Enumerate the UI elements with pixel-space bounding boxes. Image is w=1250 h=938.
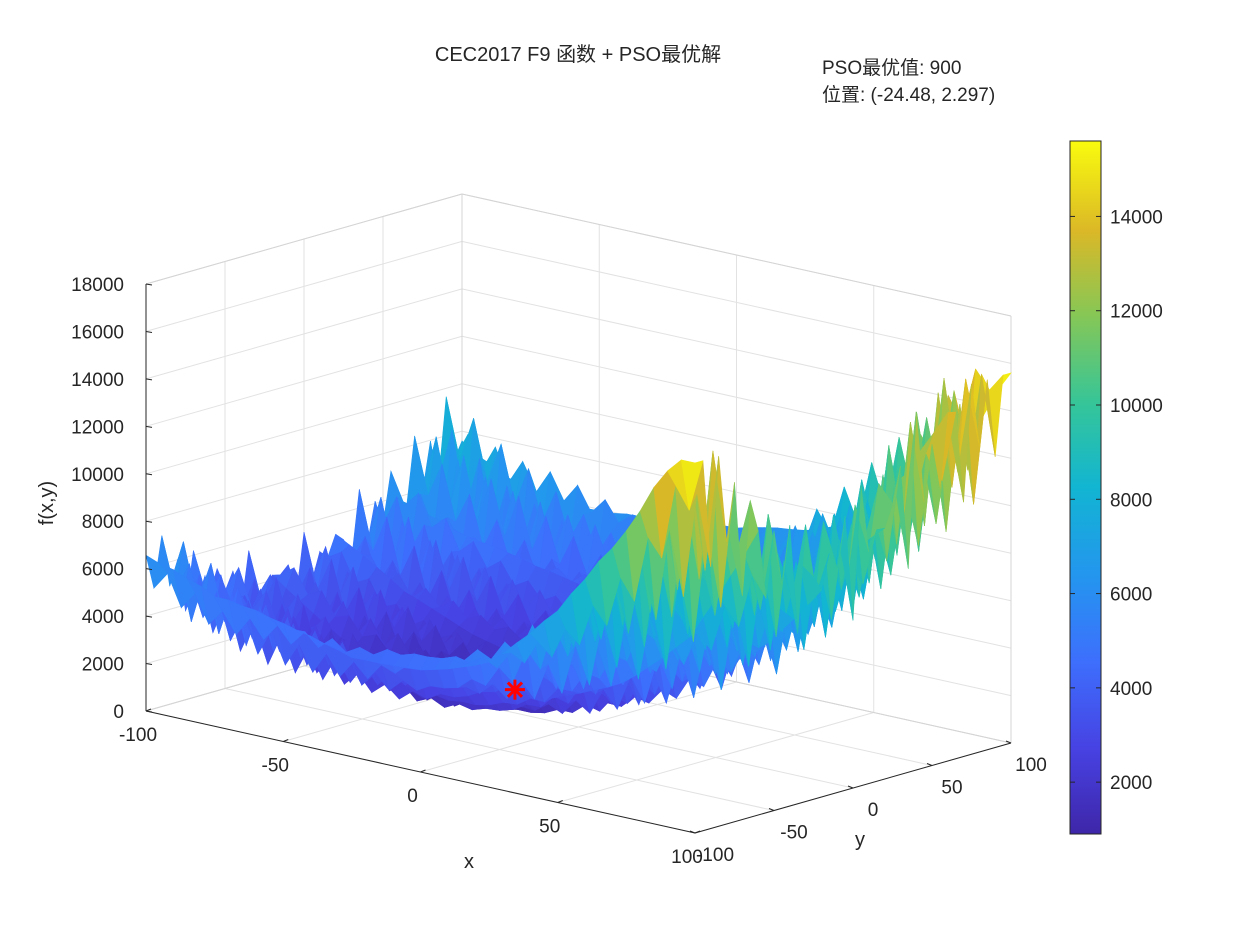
- z-tick: [145, 283, 153, 286]
- grid-line: [145, 240, 1012, 364]
- x-tick: [283, 739, 289, 742]
- z-tick-label: 4000: [82, 607, 124, 628]
- axes-front: -100-50050100-100-5005010002000400060008…: [71, 275, 1047, 868]
- surface-patch: [680, 459, 704, 511]
- z-tick: [145, 710, 153, 713]
- x-tick-label: 0: [407, 786, 418, 807]
- z-tick: [145, 378, 153, 381]
- y-tick-label: -100: [696, 845, 734, 866]
- z-tick: [145, 663, 153, 666]
- x-axis-label: x: [464, 851, 474, 873]
- grid-line: [145, 193, 1012, 317]
- z-tick-label: 16000: [71, 322, 124, 343]
- y-tick: [1005, 740, 1012, 744]
- z-tick-label: 18000: [71, 275, 124, 296]
- colorbar-tick-label: 12000: [1110, 302, 1163, 323]
- y-axis-label: y: [855, 829, 865, 851]
- colorbar-tick-label: 2000: [1110, 773, 1152, 794]
- y-tick: [689, 830, 696, 834]
- colorbar-tick-label: 10000: [1110, 396, 1163, 417]
- y-tick-label: 0: [868, 800, 879, 821]
- z-tick: [145, 520, 153, 523]
- y-tick: [926, 763, 933, 766]
- surface-patch: [981, 374, 1004, 457]
- box-edge: [461, 193, 1012, 317]
- y-tick-label: 50: [941, 778, 962, 799]
- z-tick-label: 0: [113, 702, 124, 723]
- grid-line: [224, 688, 775, 811]
- z-tick: [145, 330, 153, 333]
- x-tick: [694, 830, 701, 834]
- colorbar-tick-label: 14000: [1110, 207, 1163, 228]
- colorbar-gradient: [1069, 140, 1102, 835]
- colorbar-tick-label: 6000: [1110, 585, 1152, 606]
- y-tick: [768, 808, 775, 811]
- y-tick-label: 100: [1015, 755, 1047, 776]
- z-tick-label: 8000: [82, 512, 124, 533]
- colorbar: 2000 4000 6000 8000 10000 12000 14000: [1069, 140, 1163, 835]
- surface-plot: [145, 368, 1012, 715]
- z-tick-label: 10000: [71, 465, 124, 486]
- z-tick: [145, 425, 153, 428]
- z-tick-label: 14000: [71, 370, 124, 391]
- y-tick: [847, 785, 854, 789]
- z-tick: [145, 473, 153, 476]
- z-tick: [145, 615, 153, 618]
- colorbar-tick-label: 4000: [1110, 679, 1152, 700]
- z-tick: [145, 568, 153, 571]
- pso-best-marker: [504, 679, 525, 700]
- z-axis-label: f(x,y): [36, 481, 58, 525]
- grid-line: [145, 335, 1012, 459]
- x-tick-label: 100: [671, 847, 703, 868]
- annotation-best-position: 位置: (-24.48, 2.297): [822, 84, 995, 106]
- annotation-best-value: PSO最优值: 900: [822, 57, 961, 79]
- z-tick-label: 6000: [82, 560, 124, 581]
- z-tick-label: 12000: [71, 417, 124, 438]
- box-edge: [145, 193, 463, 285]
- colorbar-tick-label: 8000: [1110, 490, 1152, 511]
- x-tick: [420, 769, 426, 773]
- x-tick: [557, 800, 563, 803]
- x-tick-label: -100: [119, 725, 157, 746]
- grid-line: [145, 288, 1012, 412]
- chart-title: CEC2017 F9 函数 + PSO最优解: [435, 43, 721, 66]
- x-tick-label: 50: [539, 817, 560, 838]
- y-tick-label: -50: [780, 823, 807, 844]
- x-tick-label: -50: [262, 756, 289, 777]
- z-tick-label: 2000: [82, 655, 124, 676]
- pso-best-marker-stroke: [506, 681, 524, 698]
